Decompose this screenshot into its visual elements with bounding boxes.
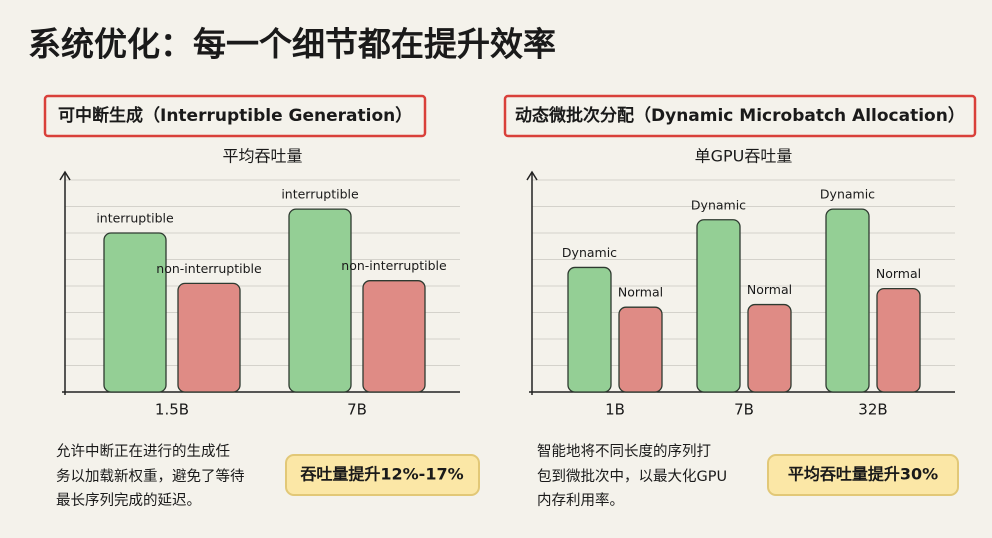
bar-label: Normal [876, 266, 921, 281]
bar [177, 282, 241, 393]
bar-label: Dynamic [691, 197, 746, 212]
x-tick-label: 32B [858, 401, 887, 419]
chart-title: 单GPU吞吐量 [695, 147, 793, 166]
heading-box [503, 94, 977, 138]
axis-arrow [59, 170, 71, 181]
bar [747, 303, 792, 393]
x-tick-label: 7B [347, 401, 367, 419]
bar-label: Normal [618, 285, 663, 300]
bar-label: interruptible [281, 187, 359, 202]
description-line: 智能地将不同长度的序列打 [537, 443, 711, 460]
bar-label: non-interruptible [156, 261, 262, 276]
description-line: 最长序列完成的延迟。 [56, 492, 201, 509]
panel-heading: 可中断生成（Interruptible Generation） [58, 105, 412, 126]
bar [618, 306, 663, 393]
bar [825, 208, 870, 393]
description-line: 包到微批次中，以最大化GPU [537, 468, 727, 485]
heading-box [43, 94, 427, 138]
highlight-box [767, 454, 959, 496]
highlight-box [285, 454, 480, 496]
slide-title: 系统优化：每一个细节都在提升效率 [28, 25, 556, 64]
highlight: 吞吐量提升12%-17% [300, 465, 463, 484]
description-line: 务以加载新权重，避免了等待 [56, 467, 245, 485]
bar-label: Dynamic [562, 245, 617, 260]
bar-label: Dynamic [820, 187, 875, 202]
bar [876, 287, 921, 393]
chart-title: 平均吞吐量 [222, 147, 302, 166]
x-tick-label: 1B [605, 401, 625, 419]
bar-label: Normal [747, 282, 792, 297]
bar [362, 280, 426, 393]
bar-label: interruptible [96, 211, 174, 226]
highlight: 平均吞吐量提升30% [788, 465, 938, 484]
axis-arrow [526, 170, 538, 181]
bar-label: non-interruptible [341, 258, 447, 273]
x-tick-label: 7B [734, 401, 754, 419]
panel-heading: 动态微批次分配（Dynamic Microbatch Allocation） [515, 105, 965, 126]
bar [696, 219, 741, 393]
x-tick-label: 1.5B [155, 401, 189, 419]
bar [567, 266, 612, 393]
bar [288, 208, 352, 393]
description-line: 允许中断正在进行的生成任 [56, 443, 230, 460]
description-line: 内存利用率。 [537, 492, 624, 509]
bar [103, 232, 167, 393]
